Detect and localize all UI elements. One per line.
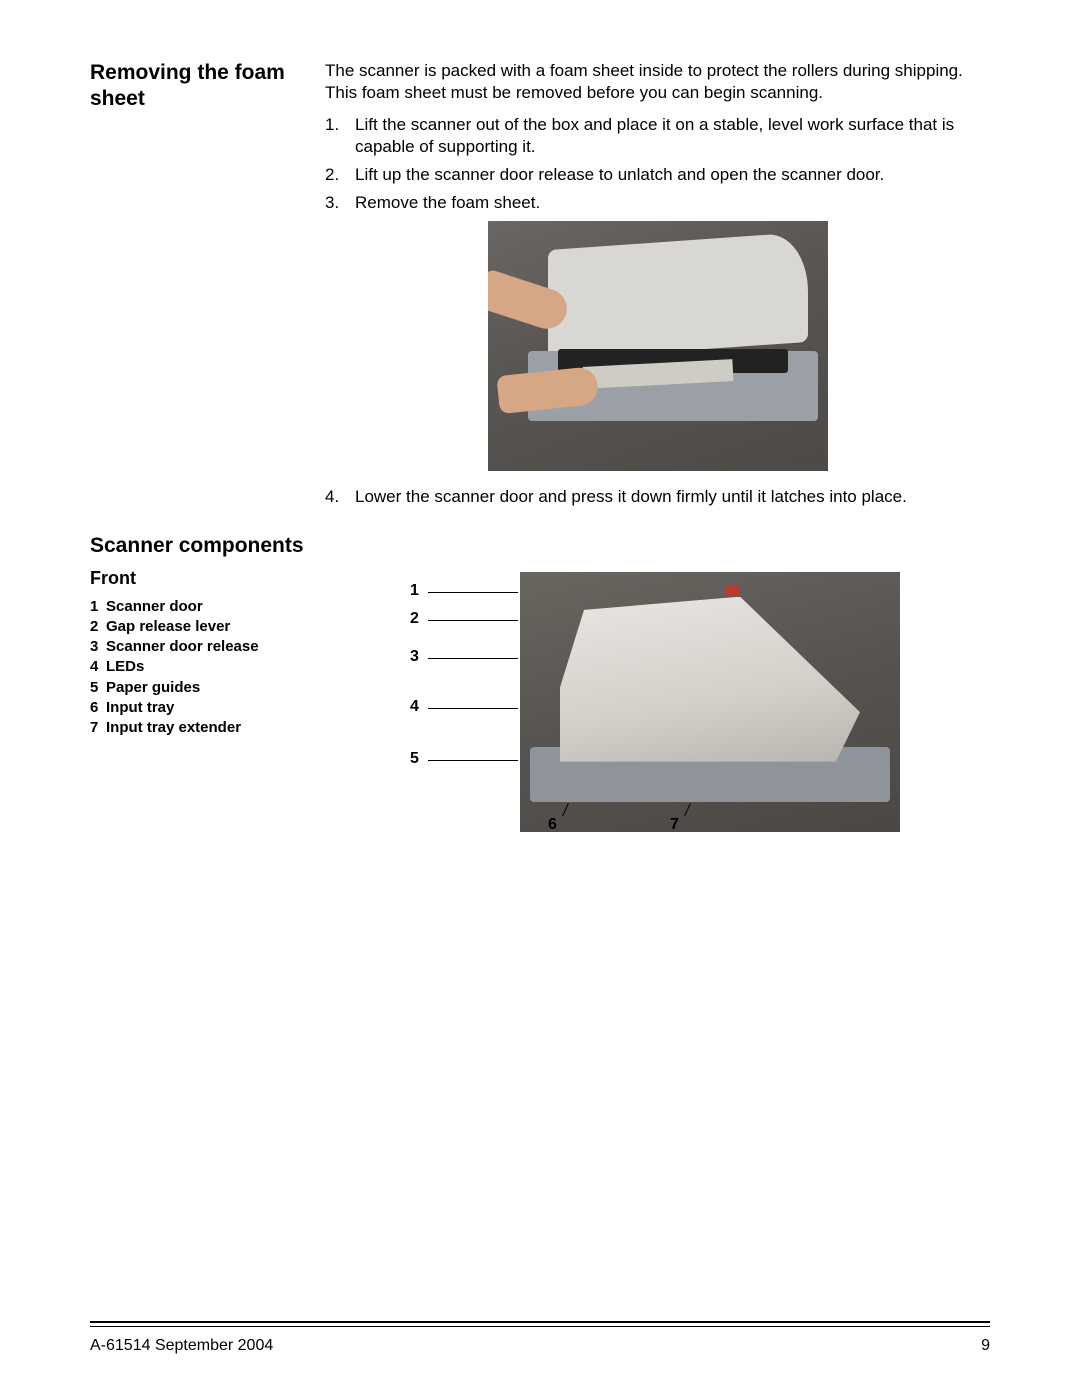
steps-list-cont: Lower the scanner door and press it down…	[325, 486, 990, 508]
callout-1-num: 1	[410, 582, 419, 599]
legend-4: 4LEDs	[90, 657, 410, 677]
legend-list: 1Scanner door 2Gap release lever 3Scanne…	[90, 597, 410, 739]
callout-1: 1	[410, 582, 419, 600]
callout-1-line	[428, 592, 518, 593]
footer-rule-thick	[90, 1321, 990, 1323]
components-row: Front 1Scanner door 2Gap release lever 3…	[90, 568, 990, 739]
footer-rule-thin	[90, 1326, 990, 1327]
intro-text: The scanner is packed with a foam sheet …	[325, 60, 990, 104]
components-right: 1 2 3 4 5	[410, 568, 990, 739]
step-2: Lift up the scanner door release to unla…	[325, 164, 990, 186]
legend-5: 5Paper guides	[90, 678, 410, 698]
legend-1: 1Scanner door	[90, 597, 410, 617]
scanner-led-dot	[725, 586, 739, 596]
callout-6-num: 6	[548, 816, 557, 833]
step-4: Lower the scanner door and press it down…	[325, 486, 990, 508]
legend-4-num: 4	[90, 657, 106, 677]
legend-1-num: 1	[90, 597, 106, 617]
legend-5-num: 5	[90, 678, 106, 698]
callout-6: 6	[548, 816, 557, 834]
photo-scanner-front	[520, 572, 900, 832]
heading-scanner-components: Scanner components	[90, 534, 990, 558]
legend-3-label: Scanner door release	[106, 638, 259, 655]
callout-3-line	[428, 658, 518, 659]
section-removing-foam: Removing the foam sheet The scanner is p…	[90, 60, 990, 514]
callout-4: 4	[410, 698, 419, 716]
legend-3: 3Scanner door release	[90, 637, 410, 657]
callout-4-num: 4	[410, 698, 419, 715]
manual-page: Removing the foam sheet The scanner is p…	[0, 0, 1080, 738]
legend-2-label: Gap release lever	[106, 618, 230, 635]
scanner-body-shape	[560, 597, 860, 762]
photo-removing-foam	[488, 221, 828, 471]
section-scanner-components: Scanner components Front 1Scanner door 2…	[90, 534, 990, 739]
legend-7: 7Input tray extender	[90, 718, 410, 738]
callout-5: 5	[410, 750, 419, 768]
callout-4-line	[428, 708, 518, 709]
legend-6-label: Input tray	[106, 699, 174, 716]
left-column: Removing the foam sheet	[90, 60, 325, 514]
scanner-top-shape	[548, 231, 808, 359]
callout-2: 2	[410, 610, 419, 628]
photo1-container	[325, 221, 990, 476]
legend-2: 2Gap release lever	[90, 617, 410, 637]
callout-3-num: 3	[410, 648, 419, 665]
callout-5-line	[428, 760, 518, 761]
legend-4-label: LEDs	[106, 658, 144, 675]
legend-6-num: 6	[90, 698, 106, 718]
subheading-front: Front	[90, 568, 410, 589]
step-1: Lift the scanner out of the box and plac…	[325, 114, 990, 158]
legend-7-label: Input tray extender	[106, 719, 241, 736]
footer-page-number: 9	[981, 1337, 990, 1355]
callout-2-line	[428, 620, 518, 621]
callout-3: 3	[410, 648, 419, 666]
callout-7-num: 7	[670, 816, 679, 833]
legend-3-num: 3	[90, 637, 106, 657]
heading-removing-foam: Removing the foam sheet	[90, 60, 325, 113]
legend-5-label: Paper guides	[106, 679, 200, 696]
callout-5-num: 5	[410, 750, 419, 767]
page-footer: A-61514 September 2004 9	[90, 1337, 990, 1355]
step-3: Remove the foam sheet.	[325, 192, 990, 214]
footer-doc-id: A-61514 September 2004	[90, 1337, 273, 1355]
legend-7-num: 7	[90, 718, 106, 738]
steps-list: Lift the scanner out of the box and plac…	[325, 114, 990, 214]
legend-2-num: 2	[90, 617, 106, 637]
components-left: Front 1Scanner door 2Gap release lever 3…	[90, 568, 410, 739]
legend-1-label: Scanner door	[106, 598, 203, 615]
callout-2-num: 2	[410, 610, 419, 627]
callout-column: 1 2 3 4 5	[410, 568, 520, 838]
callout-7: 7	[670, 816, 679, 834]
right-column: The scanner is packed with a foam sheet …	[325, 60, 990, 514]
legend-6: 6Input tray	[90, 698, 410, 718]
